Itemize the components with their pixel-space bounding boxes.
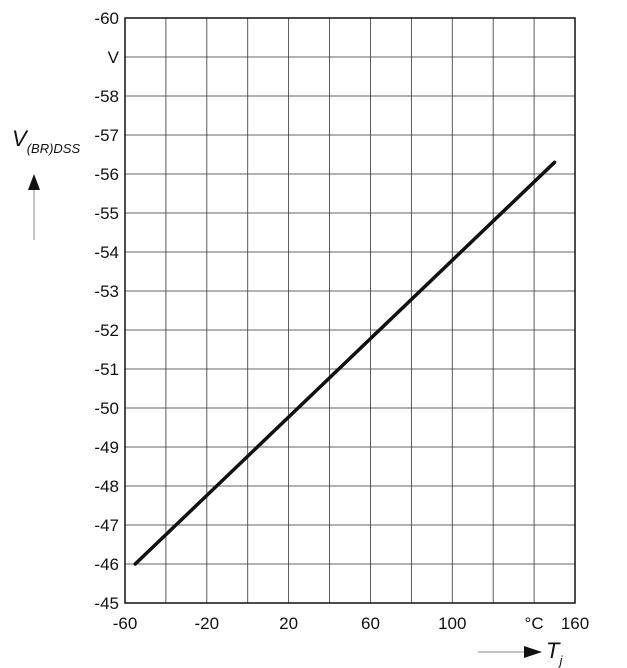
y-tick-label: -49	[94, 438, 119, 457]
y-axis-arrow-icon	[28, 174, 40, 190]
plot-frame	[124, 17, 576, 604]
y-tick-label: -58	[94, 87, 119, 106]
y-tick-label: -52	[94, 321, 119, 340]
x-tick-label: 100	[438, 614, 466, 633]
y-tick-label: -53	[94, 282, 119, 301]
series-line	[133, 160, 557, 566]
x-tick-labels: -60 -20 20 60 100 160 °C	[113, 614, 589, 633]
x-axis-label: Tj	[546, 638, 563, 668]
y-tick-label: -47	[94, 516, 119, 535]
y-tick-label: -57	[94, 126, 119, 145]
y-axis-label: V(BR)DSS	[12, 126, 80, 156]
x-tick-label: -20	[195, 614, 220, 633]
y-tick-label: -48	[94, 477, 119, 496]
y-axis-subscript: (BR)DSS	[27, 141, 81, 156]
y-tick-label: -45	[94, 594, 119, 613]
x-axis-symbol: T	[546, 638, 561, 663]
series	[133, 160, 557, 566]
y-tick-label: -54	[94, 243, 119, 262]
x-tick-label: -60	[113, 614, 138, 633]
x-axis-arrow-icon	[524, 646, 542, 658]
x-axis-subscript: j	[557, 653, 563, 668]
y-tick-label: -51	[94, 360, 119, 379]
y-tick-label: -56	[94, 165, 119, 184]
y-tick-label: -60	[94, 9, 119, 28]
x-tick-label: 160	[561, 614, 589, 633]
y-unit-label: V	[108, 48, 120, 67]
y-tick-label: -50	[94, 399, 119, 418]
y-tick-label: -46	[94, 555, 119, 574]
grid	[124, 17, 576, 604]
y-axis-symbol: V	[12, 126, 29, 151]
y-tick-labels: -45 -46 -47 -48 -49 -50 -51 -52 -53 -54 -55 -56 -57 -…	[94, 9, 119, 613]
x-tick-label: 20	[279, 614, 298, 633]
x-tick-label: 60	[361, 614, 380, 633]
x-unit-label: °C	[525, 614, 544, 633]
y-tick-label: -55	[94, 204, 119, 223]
